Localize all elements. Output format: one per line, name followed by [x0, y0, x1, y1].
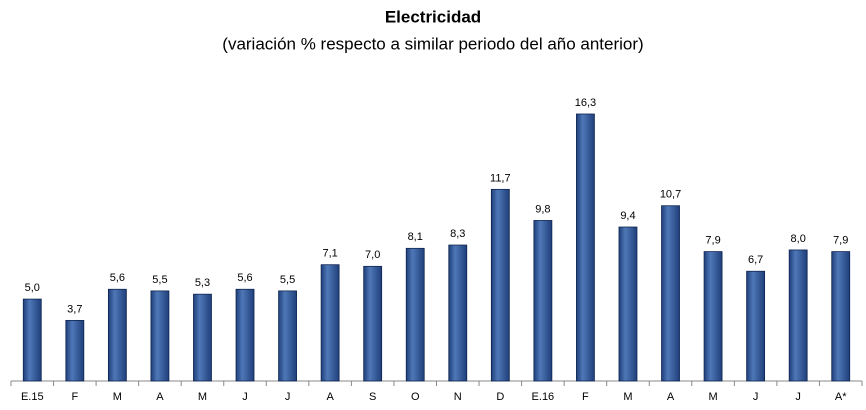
x-tick-label: E.15 — [21, 391, 44, 403]
value-label: 7,1 — [322, 248, 337, 260]
bar — [746, 270, 766, 382]
x-tick-label: D — [496, 391, 504, 403]
x-tick-label: M — [623, 391, 632, 403]
x-tick-label: J — [795, 391, 801, 403]
x-tick-label: N — [454, 391, 462, 403]
bar — [22, 298, 42, 382]
x-tick-label: A — [326, 391, 334, 403]
x-tick-label: J — [242, 391, 248, 403]
value-label: 16,3 — [575, 97, 596, 109]
bar — [490, 188, 510, 382]
x-tick-label: S — [369, 391, 376, 403]
x-tick-label: J — [285, 391, 291, 403]
value-label: 9,4 — [620, 210, 635, 222]
x-tick-label: F — [582, 391, 589, 403]
value-label: 7,0 — [365, 249, 380, 261]
value-label: 8,0 — [791, 233, 806, 245]
bar — [235, 288, 255, 382]
bar — [405, 247, 425, 382]
x-tick-label: F — [71, 391, 78, 403]
value-label: 3,7 — [67, 303, 82, 315]
x-tick-label: A* — [835, 391, 847, 403]
value-label: 5,5 — [152, 274, 167, 286]
x-tick-label: M — [113, 391, 122, 403]
value-label: 5,6 — [237, 272, 252, 284]
bar — [533, 220, 553, 382]
x-tick-label: A — [667, 391, 675, 403]
value-label: 9,8 — [535, 203, 550, 215]
bar — [576, 113, 595, 382]
bar — [363, 265, 383, 382]
x-tick-label: E.16 — [532, 391, 555, 403]
x-tick-label: J — [753, 391, 759, 403]
bar — [278, 290, 297, 382]
bar — [618, 226, 638, 382]
x-tick-label: M — [198, 391, 207, 403]
value-label: 5,3 — [195, 277, 210, 289]
value-label: 7,9 — [705, 235, 720, 247]
value-label: 8,3 — [450, 228, 465, 240]
x-tick-label: A — [156, 391, 164, 403]
bar — [831, 251, 851, 382]
bar — [703, 251, 723, 382]
bar — [65, 319, 85, 382]
x-tick-label: M — [708, 391, 717, 403]
value-label: 6,7 — [748, 254, 763, 266]
bar — [788, 249, 808, 382]
bar — [193, 293, 212, 382]
value-label: 8,1 — [408, 231, 423, 243]
chart-title: Electricidad — [385, 7, 481, 26]
bar — [150, 290, 170, 382]
value-label: 7,9 — [833, 235, 848, 247]
value-label: 5,0 — [25, 282, 40, 294]
value-label: 5,6 — [110, 272, 125, 284]
chart-subtitle: (variación % respecto a similar periodo … — [222, 34, 643, 53]
x-tick-label: O — [411, 391, 420, 403]
bar — [107, 288, 127, 382]
value-label: 5,5 — [280, 274, 295, 286]
bar — [320, 264, 340, 382]
value-label: 10,7 — [660, 189, 681, 201]
value-label: 11,7 — [490, 172, 511, 184]
bar — [661, 205, 680, 382]
bar — [448, 244, 468, 382]
